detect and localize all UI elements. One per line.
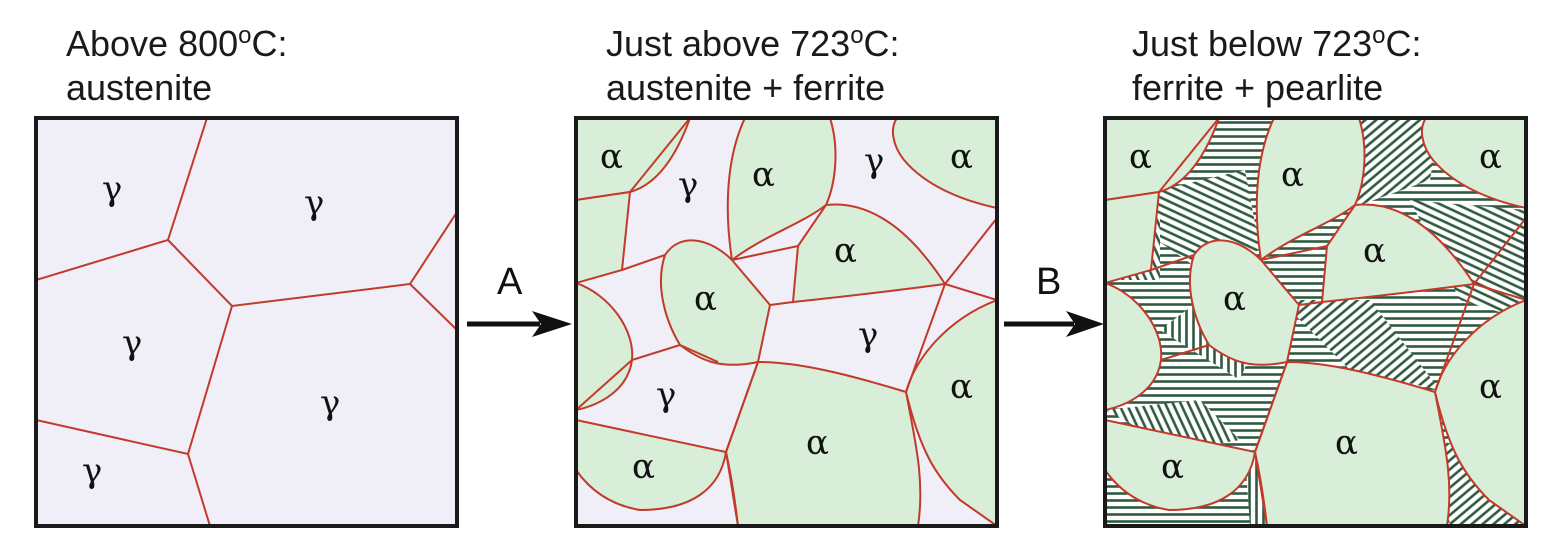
panel-3-frame: [1103, 116, 1528, 528]
panel-1-frame: [34, 116, 459, 528]
arrow-b: B: [1004, 261, 1104, 337]
gamma-symbol: γ: [122, 323, 142, 363]
panel-2-grains: [576, 118, 997, 526]
alpha-symbol: α: [600, 137, 623, 177]
caption-panel-3: Just below 723oC: ferrite + pearlite: [1132, 14, 1422, 110]
gamma-symbol: γ: [304, 183, 324, 223]
alpha-symbol: α: [752, 155, 775, 195]
caption-panel-2-line2: austenite + ferrite: [606, 67, 886, 108]
gamma-symbol: γ: [858, 315, 878, 355]
alpha-symbol: α: [1223, 279, 1246, 319]
arrow-a: A: [467, 261, 572, 337]
alpha-symbol: α: [1479, 137, 1502, 177]
caption-panel-3-line2: ferrite + pearlite: [1132, 67, 1384, 108]
alpha-symbol: α: [950, 137, 973, 177]
alpha-symbol: α: [1161, 447, 1184, 487]
panel-austenite: γ γ γ γ γ: [34, 116, 459, 528]
panel-ferrite-pearlite: α α α α α α α α: [1103, 116, 1528, 528]
caption-panel-2: Just above 723oC: austenite + ferrite: [606, 14, 900, 110]
alpha-symbol: α: [1479, 367, 1502, 407]
caption-panel-1-line1: Above 800oC:: [66, 22, 288, 64]
gamma-symbol: γ: [82, 451, 102, 491]
caption-panel-3-line1: Just below 723oC:: [1132, 22, 1422, 64]
alpha-symbol: α: [950, 367, 973, 407]
panel-3-ferrite-grains: [1105, 118, 1526, 526]
alpha-symbol: α: [1363, 231, 1386, 271]
alpha-symbol: α: [1129, 137, 1152, 177]
panel-3-grain-boundaries: [1150, 118, 1526, 526]
panel-2-frame: [574, 116, 999, 528]
arrow-a-label: A: [497, 261, 523, 303]
alpha-symbol: α: [694, 279, 717, 319]
alpha-symbol: α: [632, 447, 655, 487]
gamma-symbol: γ: [102, 169, 122, 209]
arrow-b-label: B: [1036, 261, 1061, 303]
gamma-symbol: γ: [678, 165, 698, 205]
caption-panel-2-line1: Just above 723oC:: [606, 22, 900, 64]
caption-panel-1: Above 800oC: austenite: [66, 14, 288, 110]
panel-1-grain-boundaries: [36, 118, 457, 526]
alpha-symbol: α: [834, 231, 857, 271]
gamma-symbol: γ: [320, 383, 340, 423]
gamma-symbol: γ: [864, 141, 884, 181]
alpha-symbol: α: [806, 423, 829, 463]
alpha-symbol: α: [1335, 423, 1358, 463]
panel-austenite-ferrite: α γ α γ α α α γ γ α α α: [574, 116, 999, 528]
alpha-symbol: α: [1281, 155, 1304, 195]
gamma-symbol: γ: [656, 375, 676, 415]
caption-panel-1-line2: austenite: [66, 67, 213, 108]
panel-1-background: [36, 118, 457, 526]
